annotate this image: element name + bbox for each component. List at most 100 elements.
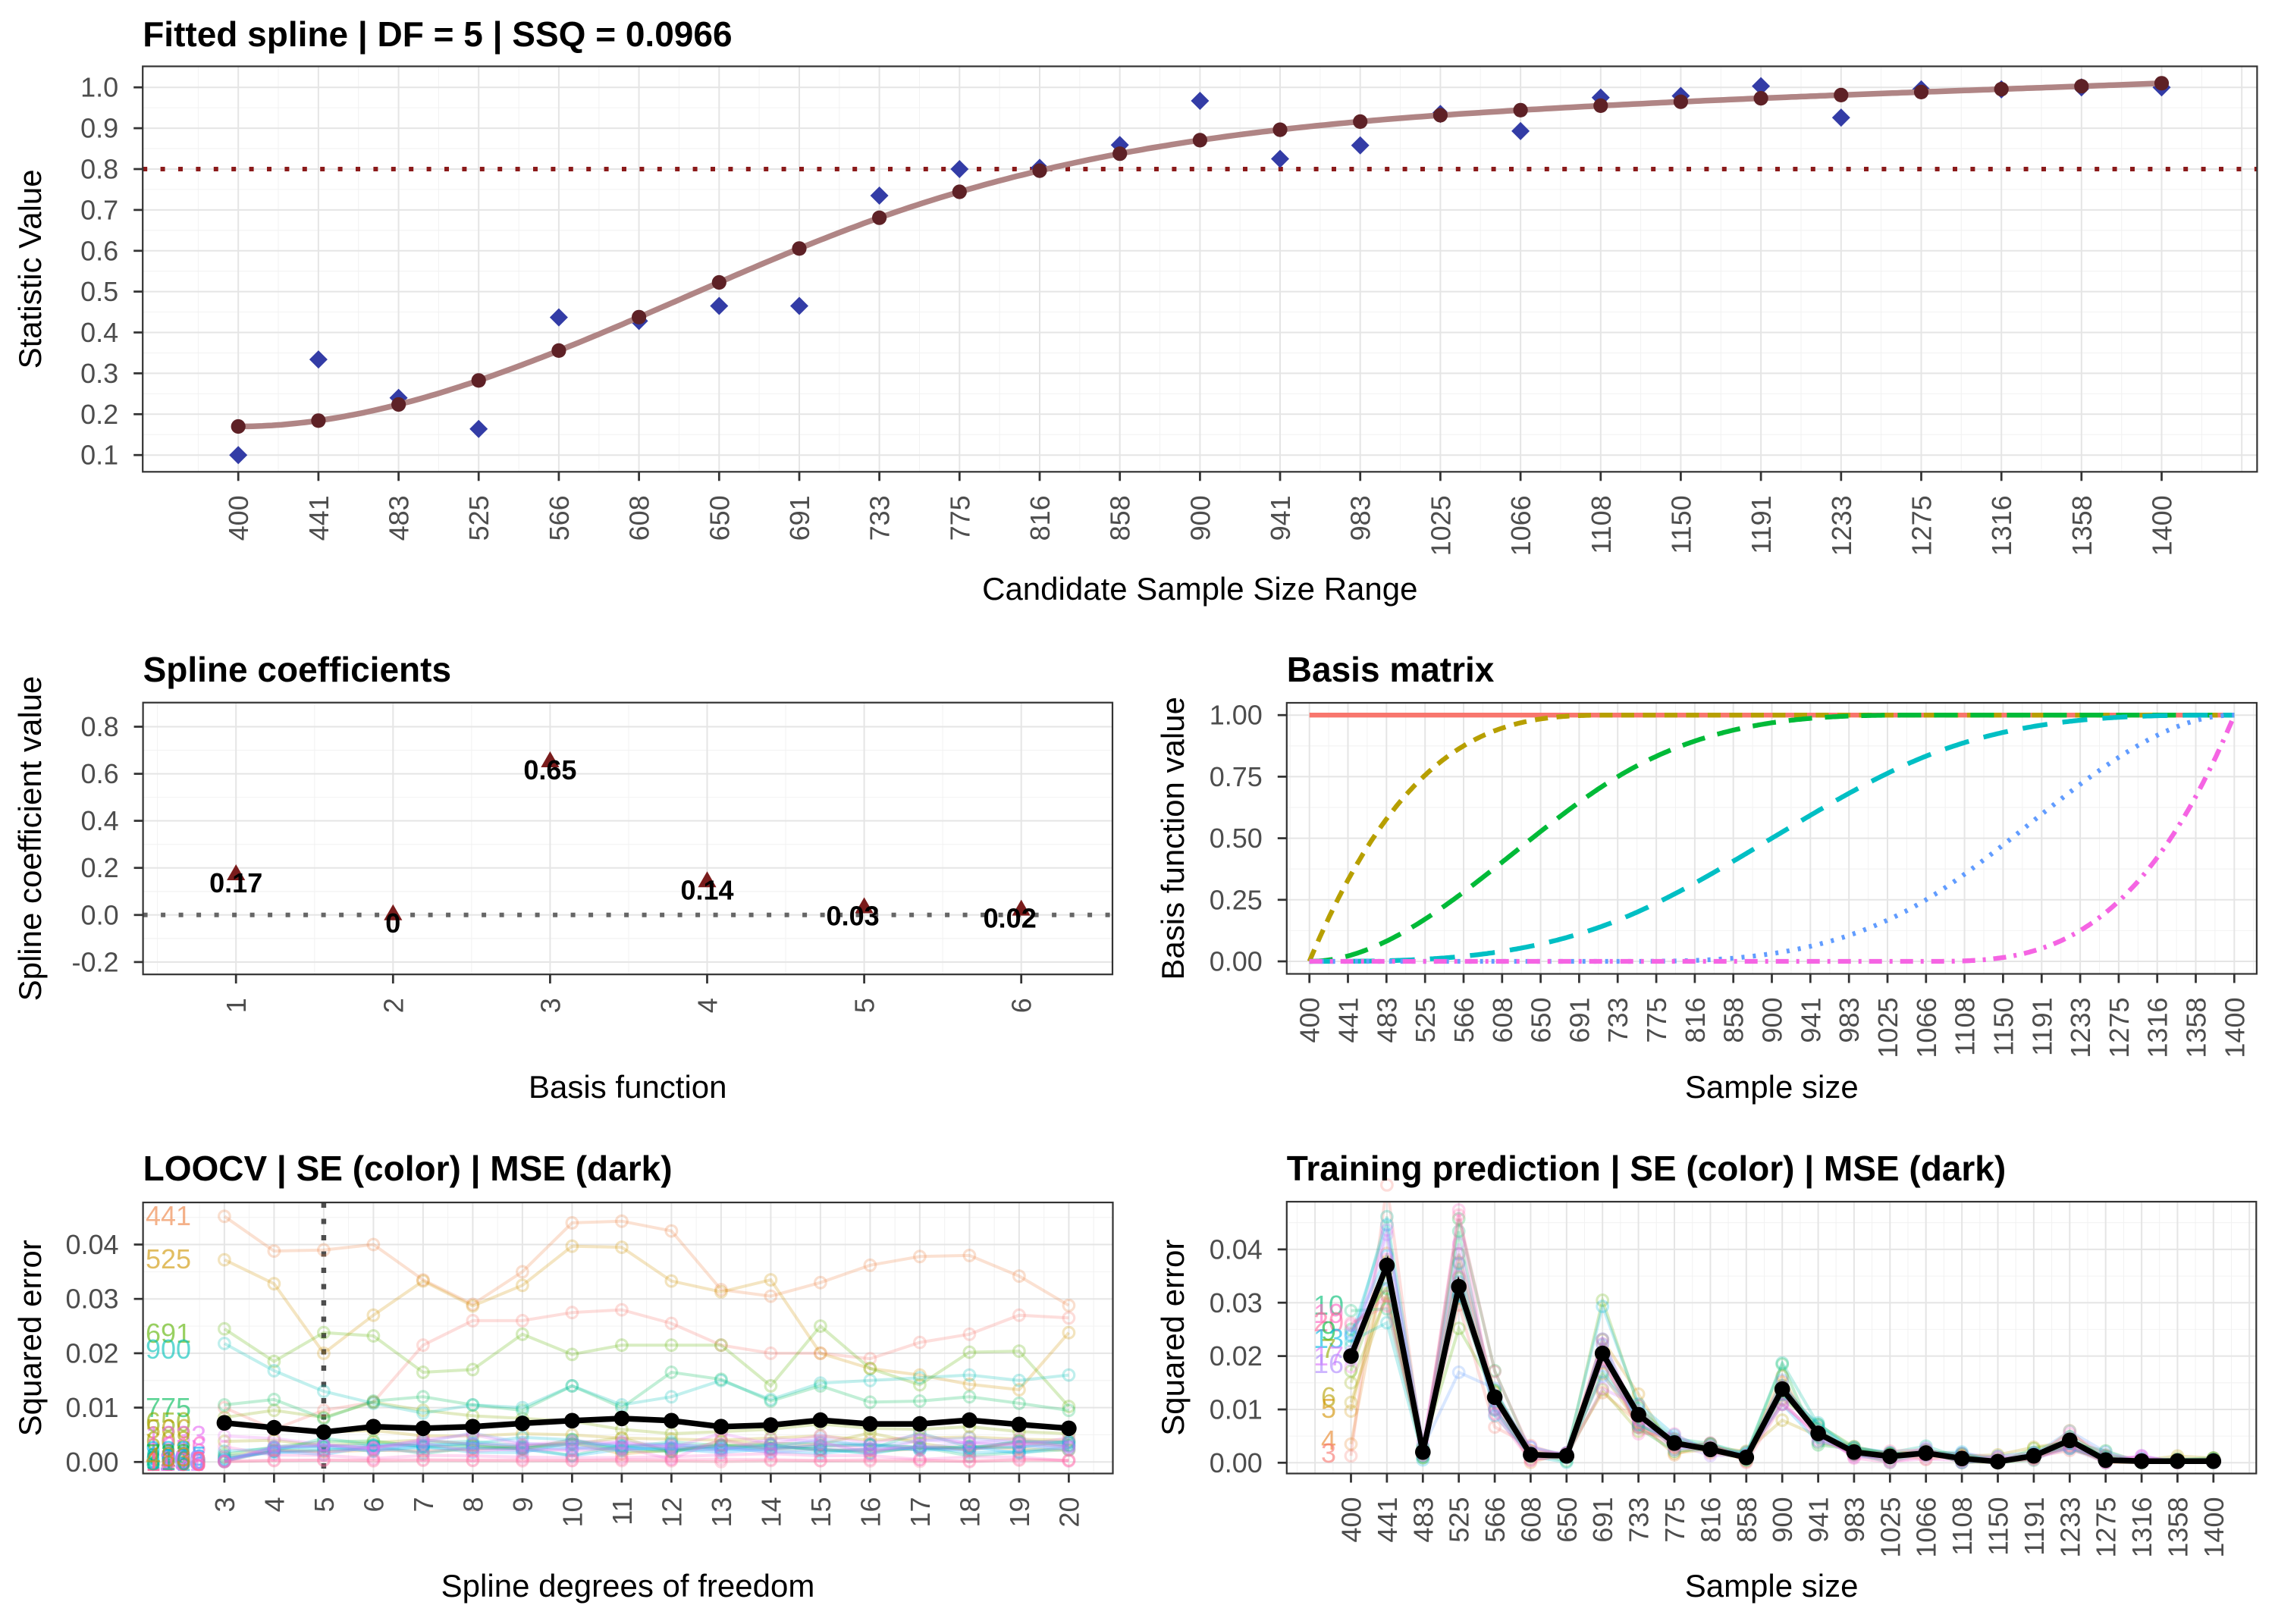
svg-text:13: 13 [706, 1497, 737, 1528]
svg-text:10: 10 [557, 1497, 588, 1528]
svg-text:Spline coefficients: Spline coefficients [143, 650, 451, 689]
svg-text:5: 5 [849, 998, 880, 1013]
svg-text:691: 691 [146, 1318, 191, 1349]
svg-text:1150: 1150 [146, 1445, 204, 1476]
svg-text:400: 400 [1336, 1497, 1367, 1543]
svg-text:0.4: 0.4 [81, 805, 119, 836]
svg-text:1358: 1358 [2162, 1497, 2193, 1558]
svg-text:483: 483 [1371, 998, 1402, 1043]
svg-text:816: 816 [1680, 998, 1711, 1043]
svg-text:3: 3 [209, 1497, 240, 1513]
svg-text:12: 12 [656, 1497, 687, 1528]
svg-text:1358: 1358 [2181, 998, 2212, 1058]
svg-text:608: 608 [1487, 998, 1518, 1043]
svg-text:1066: 1066 [1911, 1497, 1942, 1558]
svg-text:566: 566 [146, 1413, 191, 1444]
svg-text:Squared error: Squared error [12, 1240, 48, 1436]
svg-text:Fitted spline | DF = 5 | SSQ =: Fitted spline | DF = 5 | SSQ = 0.0966 [143, 14, 732, 54]
svg-text:858: 858 [1718, 998, 1749, 1043]
svg-text:0.25: 0.25 [1210, 884, 1263, 915]
svg-text:1358: 1358 [2066, 495, 2098, 556]
svg-text:608: 608 [624, 495, 655, 541]
svg-text:1: 1 [221, 998, 252, 1013]
svg-text:0.03: 0.03 [66, 1284, 119, 1315]
svg-text:816: 816 [146, 1445, 191, 1476]
svg-text:441: 441 [1333, 998, 1364, 1043]
svg-text:1233: 1233 [2065, 998, 2096, 1058]
svg-text:858: 858 [146, 1443, 191, 1474]
svg-text:0.8: 0.8 [81, 711, 119, 742]
svg-text:1066: 1066 [1505, 495, 1536, 556]
svg-text:1275: 1275 [146, 1446, 206, 1477]
svg-text:691: 691 [784, 495, 815, 541]
svg-text:0.1: 0.1 [80, 440, 118, 471]
svg-text:9: 9 [507, 1497, 538, 1513]
svg-text:691: 691 [1564, 998, 1595, 1043]
svg-text:19: 19 [1004, 1497, 1035, 1528]
svg-text:19: 19 [1313, 1298, 1344, 1329]
svg-text:0.75: 0.75 [1210, 761, 1263, 792]
svg-text:775: 775 [146, 1392, 191, 1423]
svg-text:650: 650 [704, 495, 735, 541]
svg-text:9: 9 [1321, 1315, 1336, 1347]
svg-text:1275: 1275 [2104, 998, 2135, 1058]
svg-text:483: 483 [146, 1441, 191, 1472]
svg-text:1150: 1150 [1983, 1497, 2014, 1556]
svg-text:4: 4 [692, 998, 723, 1013]
svg-text:941: 941 [146, 1446, 191, 1477]
svg-text:1.0: 1.0 [80, 72, 118, 103]
svg-text:733: 733 [146, 1438, 191, 1469]
svg-text:816: 816 [1025, 495, 1056, 541]
svg-text:1358: 1358 [146, 1446, 206, 1477]
svg-text:17: 17 [905, 1497, 936, 1528]
svg-text:1066: 1066 [1911, 998, 1942, 1058]
svg-text:983: 983 [1345, 495, 1376, 541]
svg-text:0.00: 0.00 [1210, 946, 1263, 977]
svg-text:0.02: 0.02 [984, 903, 1037, 934]
svg-text:0.6: 0.6 [80, 235, 118, 266]
svg-text:483: 483 [1407, 1497, 1439, 1543]
svg-text:1108: 1108 [1586, 495, 1617, 553]
svg-text:1191: 1191 [146, 1446, 204, 1477]
svg-text:566: 566 [544, 495, 575, 541]
svg-text:983: 983 [1834, 998, 1865, 1043]
svg-text:1025: 1025 [1875, 1497, 1906, 1558]
svg-text:650: 650 [1526, 998, 1557, 1043]
svg-text:441: 441 [303, 495, 334, 541]
svg-text:0.2: 0.2 [80, 399, 118, 430]
svg-text:Basis matrix: Basis matrix [1287, 650, 1495, 689]
svg-text:0.7: 0.7 [80, 194, 118, 225]
svg-text:7: 7 [408, 1497, 439, 1513]
svg-text:0.65: 0.65 [523, 754, 576, 785]
svg-text:2: 2 [378, 998, 409, 1013]
svg-text:566: 566 [1448, 998, 1480, 1043]
svg-text:3: 3 [1321, 1437, 1336, 1469]
svg-text:6: 6 [1321, 1381, 1336, 1412]
svg-text:8: 8 [457, 1497, 488, 1513]
svg-text:0.01: 0.01 [1210, 1394, 1263, 1425]
svg-text:858: 858 [1731, 1497, 1762, 1543]
svg-text:0.5: 0.5 [80, 276, 118, 307]
svg-text:983: 983 [1839, 1497, 1870, 1543]
svg-text:941: 941 [1795, 998, 1826, 1043]
svg-text:Sample size: Sample size [1685, 1069, 1859, 1105]
svg-text:Spline degrees of freedom: Spline degrees of freedom [441, 1568, 815, 1604]
svg-text:900: 900 [1767, 1497, 1798, 1543]
svg-text:525: 525 [146, 1243, 191, 1274]
svg-text:900: 900 [146, 1334, 191, 1365]
svg-text:LOOCV | SE (color) | MSE (dark: LOOCV | SE (color) | MSE (dark) [143, 1149, 673, 1188]
svg-text:6: 6 [358, 1497, 389, 1513]
svg-text:941: 941 [1265, 495, 1296, 541]
svg-text:Training prediction | SE (colo: Training prediction | SE (color) | MSE (… [1287, 1149, 2006, 1188]
svg-text:816: 816 [1695, 1497, 1726, 1543]
svg-text:Basis function value: Basis function value [1155, 697, 1191, 980]
svg-text:0.00: 0.00 [1210, 1447, 1263, 1478]
svg-text:1275: 1275 [1906, 495, 1938, 556]
svg-text:16: 16 [855, 1497, 886, 1528]
svg-text:6: 6 [1006, 998, 1037, 1013]
svg-text:4: 4 [259, 1497, 290, 1513]
svg-text:1400: 1400 [2219, 998, 2250, 1058]
svg-text:900: 900 [1757, 998, 1788, 1043]
svg-text:775: 775 [944, 495, 975, 541]
svg-text:1108: 1108 [1950, 998, 1981, 1056]
